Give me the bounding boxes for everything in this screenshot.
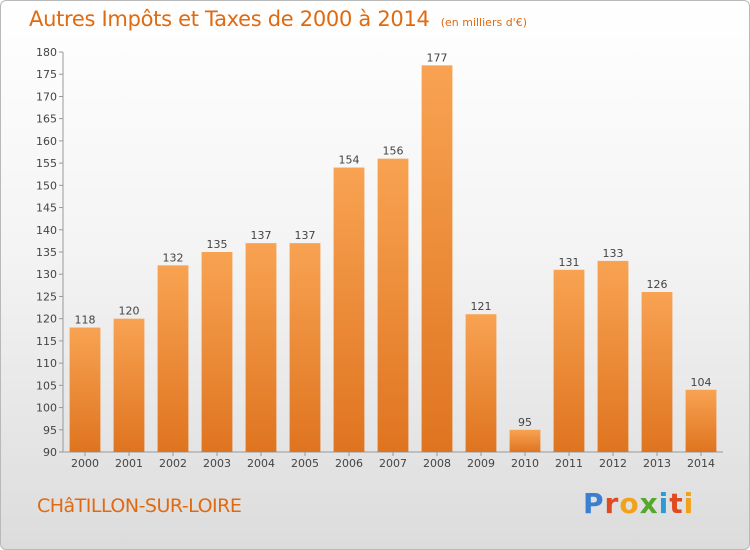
bar-2005	[289, 243, 321, 452]
y-tick-label: 180	[36, 46, 57, 59]
brand-letter: t	[669, 487, 684, 520]
chart-unit-note: (en milliers d'€)	[440, 16, 527, 29]
data-label-2003: 135	[207, 238, 228, 251]
y-tick-label: 110	[36, 357, 57, 370]
x-tick-label-2013: 2013	[643, 457, 671, 470]
bar-2008	[421, 65, 453, 452]
x-tick-label-2007: 2007	[379, 457, 407, 470]
chart-title-line: Autres Impôts et Taxes de 2000 à 2014 (e…	[29, 7, 527, 31]
brand-letter: P	[583, 487, 605, 520]
y-tick-label: 170	[36, 90, 57, 103]
x-tick-label-2001: 2001	[115, 457, 143, 470]
y-tick-label: 160	[36, 135, 57, 148]
x-tick-label-2006: 2006	[335, 457, 363, 470]
data-label-2001: 120	[119, 305, 140, 318]
bar-2006	[333, 167, 365, 453]
y-tick-label: 130	[36, 268, 57, 281]
y-tick-label: 120	[36, 313, 57, 326]
bars: 118 120 132 135 137 137 154 156 177 121 95 131 133 12…	[69, 51, 717, 453]
y-tick-label: 155	[36, 157, 57, 170]
bar-2010	[509, 429, 541, 452]
x-tick-label-2004: 2004	[247, 457, 275, 470]
bar-2009	[465, 314, 497, 452]
y-tick-label: 105	[36, 379, 57, 392]
brand-letter: o	[619, 487, 640, 520]
data-label-2009: 121	[471, 300, 492, 313]
x-tick-label-2012: 2012	[599, 457, 627, 470]
y-axis: 90 95 100 105 110 115 120 125 130 135 140 145 150 155…	[36, 46, 64, 459]
y-tick-label: 115	[36, 335, 57, 348]
data-label-2006: 154	[339, 154, 360, 167]
bar-2004	[245, 243, 277, 452]
data-label-2008: 177	[427, 51, 448, 64]
bar-2014	[685, 389, 717, 452]
y-tick-label: 100	[36, 402, 57, 415]
commune-name: CHâTILLON-SUR-LOIRE	[37, 495, 242, 517]
bar-2003	[201, 252, 233, 452]
data-label-2011: 131	[559, 256, 580, 269]
bar-2002	[157, 265, 189, 452]
x-tick-label-2010: 2010	[511, 457, 539, 470]
data-label-2000: 118	[75, 314, 96, 327]
chart-title: Autres Impôts et Taxes de 2000 à 2014	[29, 7, 430, 31]
x-axis: 2000 2001 2002 2003 2004 2005 2006 2007 2008 2009…	[63, 451, 723, 470]
data-label-2002: 132	[163, 251, 184, 264]
x-tick-label-2002: 2002	[159, 457, 187, 470]
y-tick-label: 95	[43, 424, 57, 437]
brand-letter: r	[604, 487, 620, 520]
bar-2007	[377, 158, 409, 452]
data-label-2004: 137	[251, 229, 272, 242]
x-tick-label-2000: 2000	[71, 457, 99, 470]
x-tick-label-2003: 2003	[203, 457, 231, 470]
bar-2012	[597, 260, 629, 452]
data-label-2007: 156	[383, 145, 404, 158]
data-label-2014: 104	[691, 376, 712, 389]
brand-letter: i	[658, 487, 670, 520]
proxiti-logo[interactable]: Proxiti	[583, 487, 694, 520]
y-tick-label: 135	[36, 246, 57, 259]
x-tick-label-2009: 2009	[467, 457, 495, 470]
y-tick-label: 140	[36, 224, 57, 237]
x-tick-label-2005: 2005	[291, 457, 319, 470]
data-label-2012: 133	[603, 247, 624, 260]
y-tick-label: 145	[36, 202, 57, 215]
data-label-2005: 137	[295, 229, 316, 242]
y-tick-label: 165	[36, 113, 57, 126]
y-tick-label: 125	[36, 290, 57, 303]
data-label-2013: 126	[647, 278, 668, 291]
x-tick-label-2014: 2014	[687, 457, 715, 470]
x-tick-label-2008: 2008	[423, 457, 451, 470]
brand-letter: i	[683, 487, 695, 520]
y-tick-label: 90	[43, 446, 57, 459]
y-tick-label: 150	[36, 179, 57, 192]
y-tick-label: 175	[36, 68, 57, 81]
bar-2011	[553, 269, 585, 452]
bar-2001	[113, 318, 145, 452]
data-label-2010: 95	[518, 416, 532, 429]
x-tick-label-2011: 2011	[555, 457, 583, 470]
bar-2000	[69, 327, 101, 452]
brand-letter: x	[639, 487, 659, 520]
bar-2013	[641, 292, 673, 452]
